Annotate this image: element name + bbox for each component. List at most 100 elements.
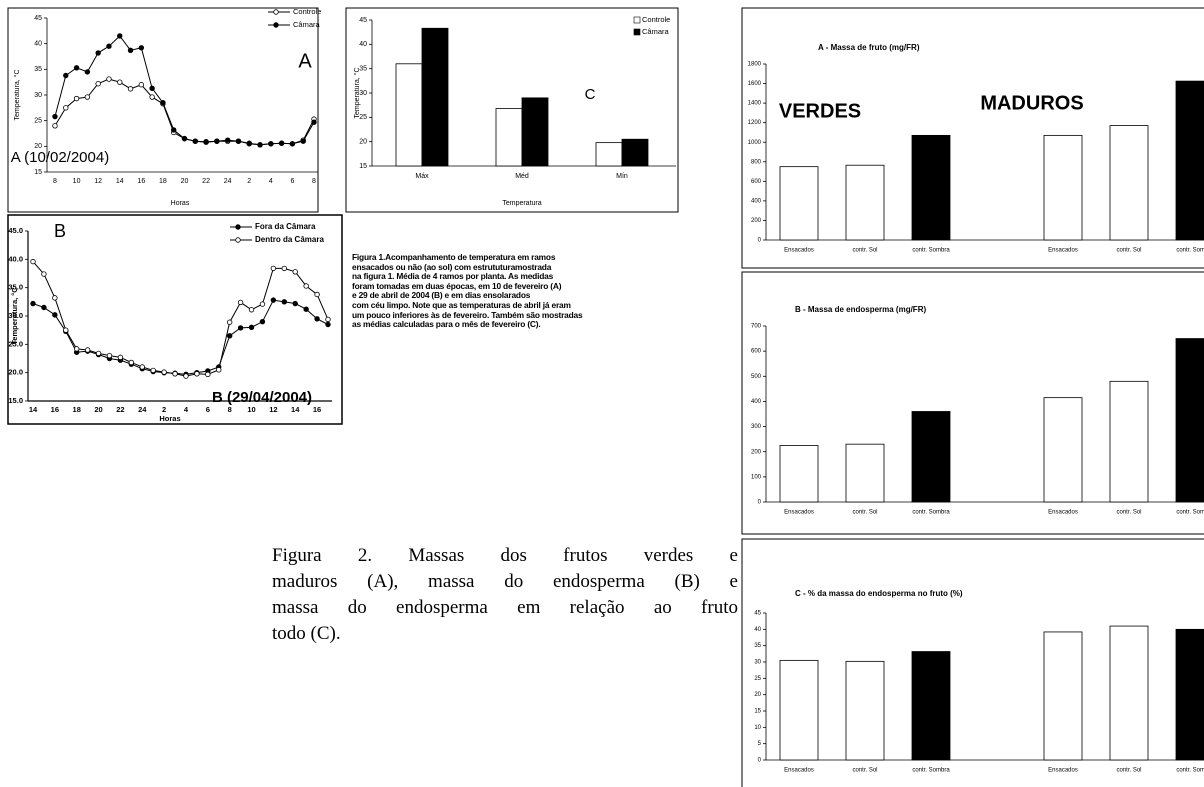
- x-tick-label: 18: [73, 405, 81, 414]
- data-point: [300, 138, 306, 144]
- legend-label: Câmara: [293, 20, 321, 29]
- data-point: [246, 140, 252, 146]
- x-tick-label: 22: [116, 405, 124, 414]
- y-tick-label: 500: [751, 374, 762, 380]
- data-point: [172, 371, 178, 377]
- y-tick-label: 10: [754, 725, 761, 731]
- series-line: [54, 78, 315, 146]
- caption-line: Figura 1.Acompanhamento de temperatura e…: [352, 252, 556, 262]
- data-point: [63, 72, 69, 79]
- data-point: [149, 85, 155, 92]
- x-tick-label: 8: [53, 178, 57, 185]
- x-tick-label: contr. Sol: [852, 768, 877, 774]
- bar: [421, 27, 449, 167]
- y-tick-label: 30: [359, 90, 367, 97]
- data-point: [226, 319, 233, 325]
- data-point: [259, 318, 266, 325]
- x-tick-label: 8: [312, 178, 316, 185]
- data-point: [95, 350, 102, 357]
- x-axis-label: Horas: [159, 414, 180, 423]
- data-point: [268, 141, 274, 147]
- series-line: [32, 299, 329, 375]
- y-tick-label: 0: [758, 238, 762, 244]
- y-tick-label: 30: [754, 660, 761, 666]
- data-point: [63, 327, 69, 333]
- data-point: [52, 312, 58, 318]
- data-point: [270, 265, 277, 272]
- bar: [911, 411, 951, 503]
- y-tick-label: 20: [34, 143, 42, 150]
- data-point: [289, 141, 296, 147]
- data-point: [41, 271, 47, 277]
- annotation: MADUROS: [980, 92, 1083, 114]
- data-point: [237, 325, 244, 331]
- data-point: [73, 95, 80, 102]
- y-tick-label: 15: [754, 709, 761, 715]
- y-tick-label: 35: [754, 643, 761, 649]
- y-tick-label: 30.0: [8, 311, 23, 320]
- data-point: [84, 69, 91, 75]
- data-point: [235, 138, 242, 144]
- data-point: [106, 76, 112, 82]
- y-tick-label: 400: [751, 399, 762, 405]
- figure1-caption: Figura 1.Acompanhamento de temperatura e…: [352, 252, 583, 330]
- bar: [1109, 125, 1149, 241]
- bar: [911, 134, 951, 241]
- data-point: [203, 139, 209, 145]
- legend-label: Controle: [293, 7, 321, 16]
- caption-line: todo (C).: [272, 623, 341, 644]
- y-tick-label: 100: [751, 474, 762, 480]
- bar: [779, 166, 819, 241]
- x-tick-label: 18: [159, 178, 167, 185]
- data-point: [281, 265, 287, 272]
- y-tick-label: 45: [754, 611, 761, 617]
- data-point: [248, 307, 255, 313]
- chart-title: B - Massa de endosperma (mg/FR): [795, 305, 926, 314]
- y-tick-label: 20: [754, 692, 761, 698]
- data-point: [192, 138, 198, 144]
- bar: [911, 651, 951, 761]
- y-tick-label: 1000: [748, 140, 762, 146]
- annotation: VERDES: [779, 100, 861, 122]
- data-point: [311, 119, 317, 125]
- x-tick-label: Máx: [415, 173, 429, 180]
- data-point: [257, 142, 263, 148]
- bar: [395, 63, 423, 167]
- chart-frame: [741, 7, 1204, 269]
- chart-frame: [741, 271, 1204, 535]
- annotation: B (29/04/2004): [212, 389, 312, 406]
- data-point: [194, 371, 200, 377]
- data-point: [292, 300, 298, 307]
- data-point: [237, 299, 244, 306]
- y-tick-label: 800: [751, 159, 762, 165]
- annotation: B: [54, 221, 66, 241]
- bar: [845, 660, 885, 761]
- data-point: [303, 306, 309, 312]
- y-axis-label: Temperatura, °C: [10, 287, 19, 345]
- y-tick-label: 20.0: [8, 368, 23, 377]
- y-tick-label: 45: [359, 17, 367, 24]
- data-point: [117, 33, 123, 39]
- x-tick-label: 6: [206, 405, 210, 414]
- bar: [621, 138, 649, 167]
- data-point: [325, 316, 331, 323]
- bar: [1109, 625, 1149, 761]
- y-tick-label: 35: [359, 66, 367, 73]
- x-tick-label: 2: [247, 178, 251, 185]
- x-tick-label: Ensacados: [1048, 768, 1078, 774]
- chart-title: A - Massa de fruto (mg/FR): [818, 43, 920, 52]
- x-axis-label: Horas: [171, 200, 190, 207]
- x-tick-label: 10: [73, 178, 81, 185]
- y-tick-label: 1400: [748, 101, 762, 107]
- data-point: [30, 258, 36, 265]
- data-point: [205, 371, 211, 378]
- chart-frame: [7, 214, 343, 425]
- x-tick-label: 8: [228, 405, 232, 414]
- x-tick-label: 12: [269, 405, 277, 414]
- x-tick-label: 24: [138, 405, 147, 414]
- x-tick-label: 16: [313, 405, 321, 414]
- x-tick-label: 20: [94, 405, 102, 414]
- bar: [495, 108, 523, 167]
- data-point: [259, 301, 266, 307]
